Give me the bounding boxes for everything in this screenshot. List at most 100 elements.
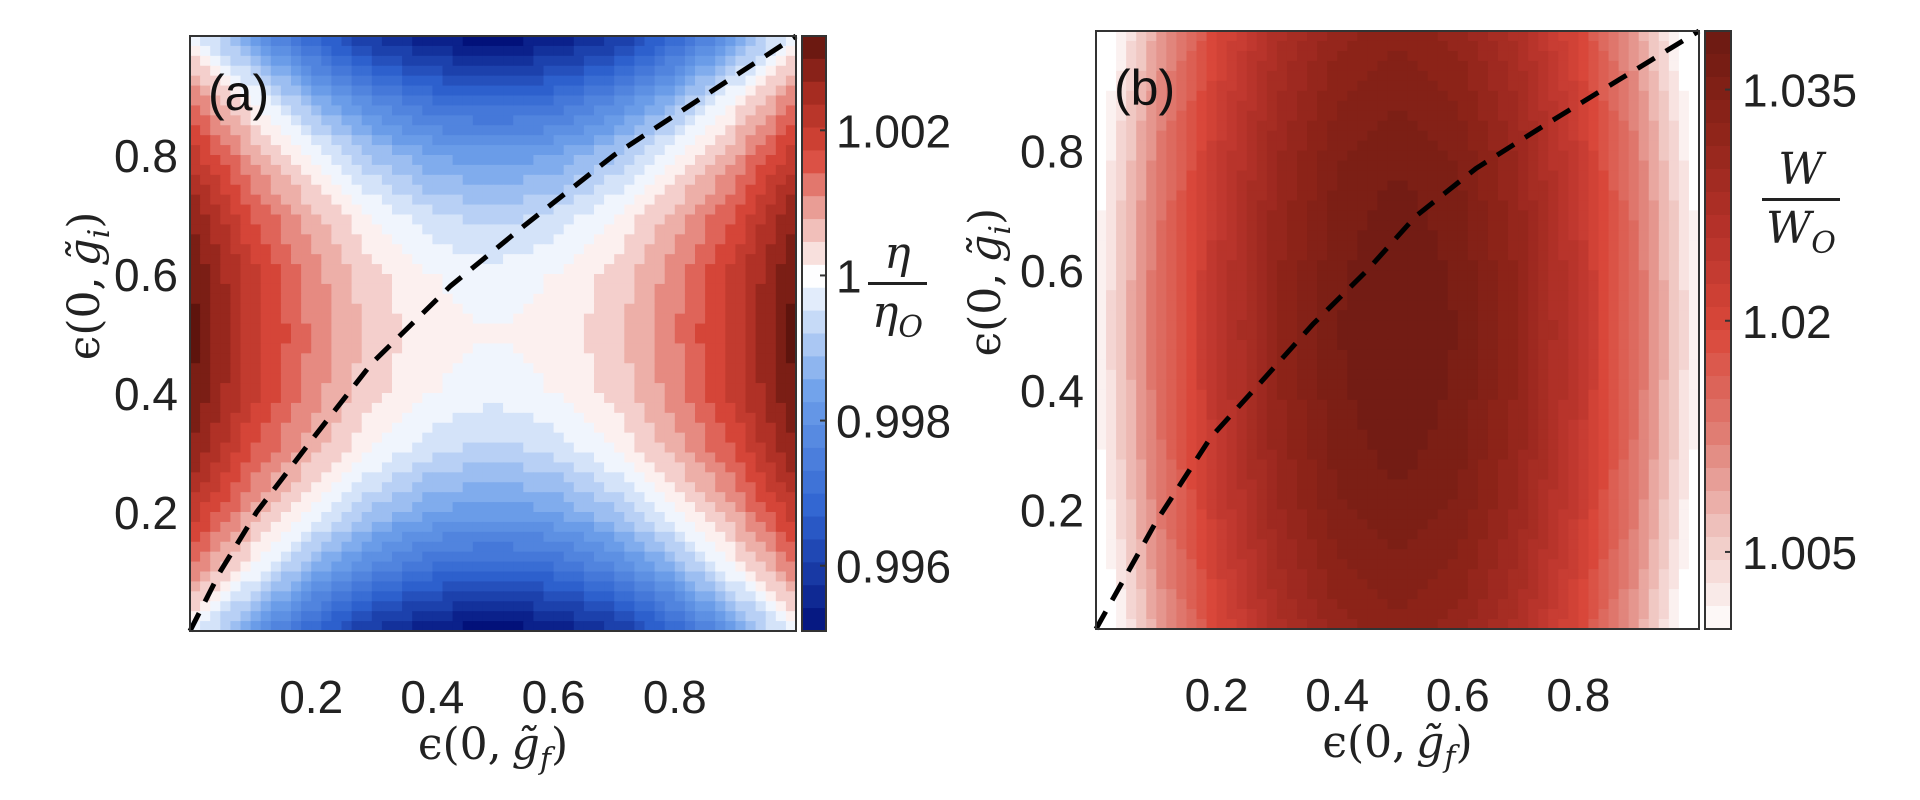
heatmap-cell [634,343,646,354]
heatmap-cell [402,283,413,295]
heatmap-cell [452,502,464,513]
heatmap-cell [422,164,433,176]
heatmap-cell [674,412,686,424]
heatmap-cell [341,313,353,325]
heatmap-cell [1266,40,1278,52]
heatmap-cell [1317,40,1328,52]
heatmap-cell [422,214,433,226]
heatmap-cell [1457,60,1469,72]
heatmap-cell [190,313,201,325]
heatmap-cell [371,482,383,493]
heatmap-cell [482,323,494,335]
heatmap-cell [220,482,231,493]
heatmap-cell [1317,110,1328,122]
heatmap-cell [230,373,242,384]
heatmap-cell [341,254,353,265]
heatmap-cell [614,244,625,255]
heatmap-cell [644,234,656,245]
heatmap-cell [331,204,343,216]
heatmap-cell [371,85,383,97]
heatmap-cell [341,214,353,226]
heatmap-cell [684,274,696,285]
heatmap-cell [735,303,747,315]
heatmap-cell [311,323,322,335]
heatmap-cell [765,224,777,235]
heatmap-cell [422,442,433,454]
heatmap-cell [1427,110,1439,122]
heatmap-cell [745,283,757,295]
heatmap-cell [1538,210,1549,221]
heatmap-cell [291,55,302,67]
heatmap-cell [1508,220,1519,231]
heatmap-cell [361,55,373,67]
heatmap-cell [422,472,433,483]
heatmap-cell [1136,230,1147,241]
heatmap-cell [715,283,726,295]
heatmap-cell [1427,190,1439,202]
heatmap-cell [745,502,757,513]
heatmap-cell [331,55,343,67]
heatmap-cell [291,512,302,523]
heatmap-cell [755,65,767,77]
heatmap-cell [1518,210,1529,221]
heatmap-cell [1638,40,1650,52]
heatmap-cell [493,422,504,434]
heatmap-cell [1186,80,1198,92]
heatmap-cell [462,531,474,543]
heatmap-cell [1608,240,1620,251]
heatmap-cell [1387,80,1399,92]
heatmap-cell [493,432,504,444]
heatmap-cell [594,274,605,285]
heatmap-cell [493,145,504,156]
heatmap-cell [301,531,312,543]
heatmap-cell [594,611,605,622]
heatmap-cell [1598,190,1610,202]
heatmap-cell [1216,100,1228,112]
heatmap-cell [1387,200,1399,211]
heatmap-cell [291,65,302,77]
heatmap-cell [422,313,433,325]
heatmap-cell [321,204,332,216]
heatmap-cell [513,204,524,216]
heatmap-cell [371,561,383,573]
heatmap-cell [1608,210,1620,221]
heatmap-cell [442,383,454,394]
heatmap-cell [1407,90,1419,102]
colorbar-band [802,219,826,243]
heatmap-cell [1578,120,1590,132]
heatmap-cell [482,621,494,632]
heatmap-cell [785,561,797,573]
heatmap-cell [785,462,797,473]
heatmap-cell [1236,50,1248,62]
colorbar-band [802,493,826,518]
heatmap-cell [341,353,353,364]
heatmap-cell [1528,60,1539,72]
heatmap-cell [482,383,494,394]
heatmap-cell [523,264,534,275]
heatmap-cell [654,531,666,543]
heatmap-cell [250,422,262,434]
heatmap-cell [392,512,403,523]
heatmap-cell [644,581,656,592]
heatmap-cell [493,571,504,583]
heatmap-cell [725,512,736,523]
heatmap-cell [270,283,282,295]
heatmap-cell [190,65,201,77]
heatmap-cell [573,551,585,563]
heatmap-cell [311,65,322,77]
heatmap-cell [1467,31,1479,42]
heatmap-cell [412,363,423,374]
heatmap-cell [503,561,514,573]
heatmap-cell [371,412,383,424]
heatmap-cell [1427,50,1439,62]
heatmap-cell [220,303,231,315]
heatmap-cell [1427,130,1439,142]
heatmap-cell [1156,180,1167,192]
heatmap-cell [1447,90,1459,102]
heatmap-cell [1688,220,1700,231]
heatmap-cell [1487,230,1499,241]
heatmap-cell [705,482,716,493]
heatmap-cell [513,462,524,473]
heatmap-cell [1176,220,1188,231]
heatmap-cell [745,611,757,622]
